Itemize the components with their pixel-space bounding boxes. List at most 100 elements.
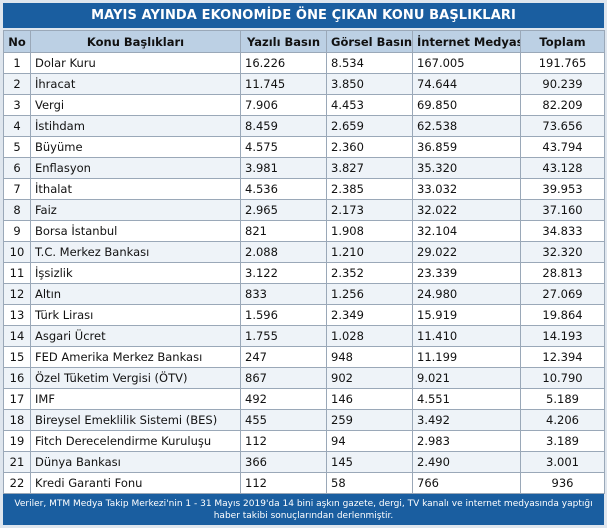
row-topic-cell: İstihdam	[30, 115, 241, 137]
row-no-cell: 9	[3, 220, 31, 242]
row-visual-cell: 58	[326, 472, 413, 494]
row-total-cell: 37.160	[520, 199, 605, 221]
row-print-cell: 867	[240, 367, 327, 389]
row-topic-cell: İşsizlik	[30, 262, 241, 284]
row-print-cell: 247	[240, 346, 327, 368]
table-row: 19 Fitch Derecelendirme Kuruluşu 112 94 2.98…	[3, 430, 605, 452]
row-visual-cell: 4.453	[326, 94, 413, 116]
row-no-cell: 1	[3, 52, 31, 74]
row-internet-cell: 74.644	[412, 73, 521, 95]
row-total-cell: 19.864	[520, 304, 605, 326]
row-topic-cell: T.C. Merkez Bankası	[30, 241, 241, 263]
row-print-cell: 366	[240, 451, 327, 473]
row-no-cell: 22	[3, 472, 31, 494]
row-internet-cell: 11.410	[412, 325, 521, 347]
row-no-cell: 7	[3, 178, 31, 200]
table-row: 12 Altın 833 1.256 24.980 27.069	[3, 283, 605, 305]
row-topic-cell: Büyüme	[30, 136, 241, 158]
row-print-cell: 455	[240, 409, 327, 431]
row-internet-cell: 2.983	[412, 430, 521, 452]
row-internet-cell: 36.859	[412, 136, 521, 158]
row-visual-cell: 1.256	[326, 283, 413, 305]
row-print-cell: 4.575	[240, 136, 327, 158]
row-no-cell: 10	[3, 241, 31, 263]
row-topic-cell: İthalat	[30, 178, 241, 200]
table-row: 3 Vergi 7.906 4.453 69.850 82.209	[3, 94, 605, 116]
row-visual-cell: 2.659	[326, 115, 413, 137]
row-total-cell: 3.001	[520, 451, 605, 473]
row-print-cell: 1.755	[240, 325, 327, 347]
row-internet-cell: 35.320	[412, 157, 521, 179]
row-no-cell: 12	[3, 283, 31, 305]
table-row: 8 Faiz 2.965 2.173 32.022 37.160	[3, 199, 605, 221]
col-header-internet: İnternet Medyası	[412, 30, 521, 53]
row-topic-cell: Enflasyon	[30, 157, 241, 179]
row-total-cell: 82.209	[520, 94, 605, 116]
row-visual-cell: 1.908	[326, 220, 413, 242]
row-visual-cell: 146	[326, 388, 413, 410]
row-visual-cell: 2.349	[326, 304, 413, 326]
row-topic-cell: Kredi Garanti Fonu	[30, 472, 241, 494]
row-topic-cell: Bireysel Emeklilik Sistemi (BES)	[30, 409, 241, 431]
row-no-cell: 3	[3, 94, 31, 116]
row-visual-cell: 3.827	[326, 157, 413, 179]
row-total-cell: 10.790	[520, 367, 605, 389]
col-header-print: Yazılı Basın	[240, 30, 327, 53]
row-print-cell: 821	[240, 220, 327, 242]
source-note: Veriler, MTM Medya Takip Merkezi'nin 1 -…	[3, 494, 604, 525]
row-print-cell: 112	[240, 472, 327, 494]
row-internet-cell: 32.104	[412, 220, 521, 242]
table-row: 6 Enflasyon 3.981 3.827 35.320 43.128	[3, 157, 605, 179]
row-internet-cell: 23.339	[412, 262, 521, 284]
row-internet-cell: 766	[412, 472, 521, 494]
row-internet-cell: 2.490	[412, 451, 521, 473]
row-visual-cell: 259	[326, 409, 413, 431]
row-total-cell: 12.394	[520, 346, 605, 368]
col-header-total: Toplam	[520, 30, 605, 53]
table-row: 11 İşsizlik 3.122 2.352 23.339 28.813	[3, 262, 605, 284]
row-total-cell: 3.189	[520, 430, 605, 452]
table-row: 14 Asgari Ücret 1.755 1.028 11.410 14.193	[3, 325, 605, 347]
row-topic-cell: FED Amerika Merkez Bankası	[30, 346, 241, 368]
row-internet-cell: 4.551	[412, 388, 521, 410]
row-print-cell: 11.745	[240, 73, 327, 95]
table-row: 16 Özel Tüketim Vergisi (ÖTV) 867 902 9.021 1…	[3, 367, 605, 389]
row-no-cell: 19	[3, 430, 31, 452]
row-no-cell: 17	[3, 388, 31, 410]
row-topic-cell: Borsa İstanbul	[30, 220, 241, 242]
row-no-cell: 6	[3, 157, 31, 179]
table-row: 7 İthalat 4.536 2.385 33.032 39.953	[3, 178, 605, 200]
row-total-cell: 28.813	[520, 262, 605, 284]
row-total-cell: 32.320	[520, 241, 605, 263]
row-print-cell: 3.122	[240, 262, 327, 284]
row-topic-cell: İhracat	[30, 73, 241, 95]
row-no-cell: 5	[3, 136, 31, 158]
row-internet-cell: 24.980	[412, 283, 521, 305]
table-row: 4 İstihdam 8.459 2.659 62.538 73.656	[3, 115, 605, 137]
row-no-cell: 4	[3, 115, 31, 137]
row-total-cell: 43.794	[520, 136, 605, 158]
topics-table: No Konu Başlıkları Yazılı Basın Görsel B…	[3, 30, 605, 494]
row-topic-cell: Türk Lirası	[30, 304, 241, 326]
row-visual-cell: 1.210	[326, 241, 413, 263]
row-total-cell: 43.128	[520, 157, 605, 179]
row-visual-cell: 8.534	[326, 52, 413, 74]
row-print-cell: 492	[240, 388, 327, 410]
row-print-cell: 7.906	[240, 94, 327, 116]
row-internet-cell: 3.492	[412, 409, 521, 431]
table-row: 9 Borsa İstanbul 821 1.908 32.104 34.833	[3, 220, 605, 242]
row-internet-cell: 11.199	[412, 346, 521, 368]
row-visual-cell: 94	[326, 430, 413, 452]
row-total-cell: 4.206	[520, 409, 605, 431]
row-internet-cell: 15.919	[412, 304, 521, 326]
row-topic-cell: Fitch Derecelendirme Kuruluşu	[30, 430, 241, 452]
row-internet-cell: 62.538	[412, 115, 521, 137]
row-internet-cell: 9.021	[412, 367, 521, 389]
row-print-cell: 4.536	[240, 178, 327, 200]
row-visual-cell: 2.173	[326, 199, 413, 221]
table-row: 15 FED Amerika Merkez Bankası 247 948 11.199…	[3, 346, 605, 368]
col-header-no: No	[3, 30, 31, 53]
row-visual-cell: 1.028	[326, 325, 413, 347]
row-print-cell: 3.981	[240, 157, 327, 179]
